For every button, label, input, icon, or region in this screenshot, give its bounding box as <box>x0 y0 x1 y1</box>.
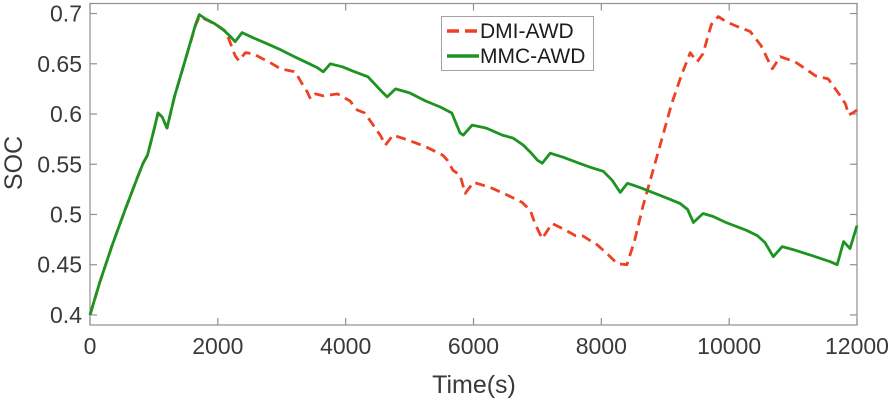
legend-label: MMC-AWD <box>480 44 586 68</box>
x-tick-label: 12000 <box>825 333 889 359</box>
y-tick-label: 0.5 <box>50 201 82 227</box>
legend-entry-mmc-awd: MMC-AWD <box>446 44 590 68</box>
x-tick-label: 8000 <box>576 333 627 359</box>
y-axis-label: SOC <box>0 135 28 191</box>
x-tick-label: 2000 <box>192 333 243 359</box>
series-line-dmi-awd <box>88 15 858 316</box>
dashed-line-sample-icon <box>447 29 479 33</box>
legend: DMI-AWD MMC-AWD <box>441 16 594 71</box>
y-tick-label: 0.55 <box>37 151 82 177</box>
legend-label: DMI-AWD <box>480 19 574 43</box>
y-tick-label: 0.6 <box>50 101 82 127</box>
series-line-mmc-awd <box>88 13 859 316</box>
solid-line-sample-icon <box>447 54 479 58</box>
x-tick-label: 10000 <box>697 333 761 359</box>
x-tick-label: 6000 <box>448 333 499 359</box>
x-tick-label: 0 <box>84 333 97 359</box>
y-tick-label: 0.4 <box>50 302 82 328</box>
y-tick-label: 0.7 <box>50 1 82 27</box>
x-axis-label: Time(s) <box>432 371 516 399</box>
x-tick-label: 4000 <box>320 333 371 359</box>
y-tick-label: 0.65 <box>37 51 82 77</box>
y-tick-label: 0.45 <box>37 252 82 278</box>
legend-entry-dmi-awd: DMI-AWD <box>446 19 590 43</box>
